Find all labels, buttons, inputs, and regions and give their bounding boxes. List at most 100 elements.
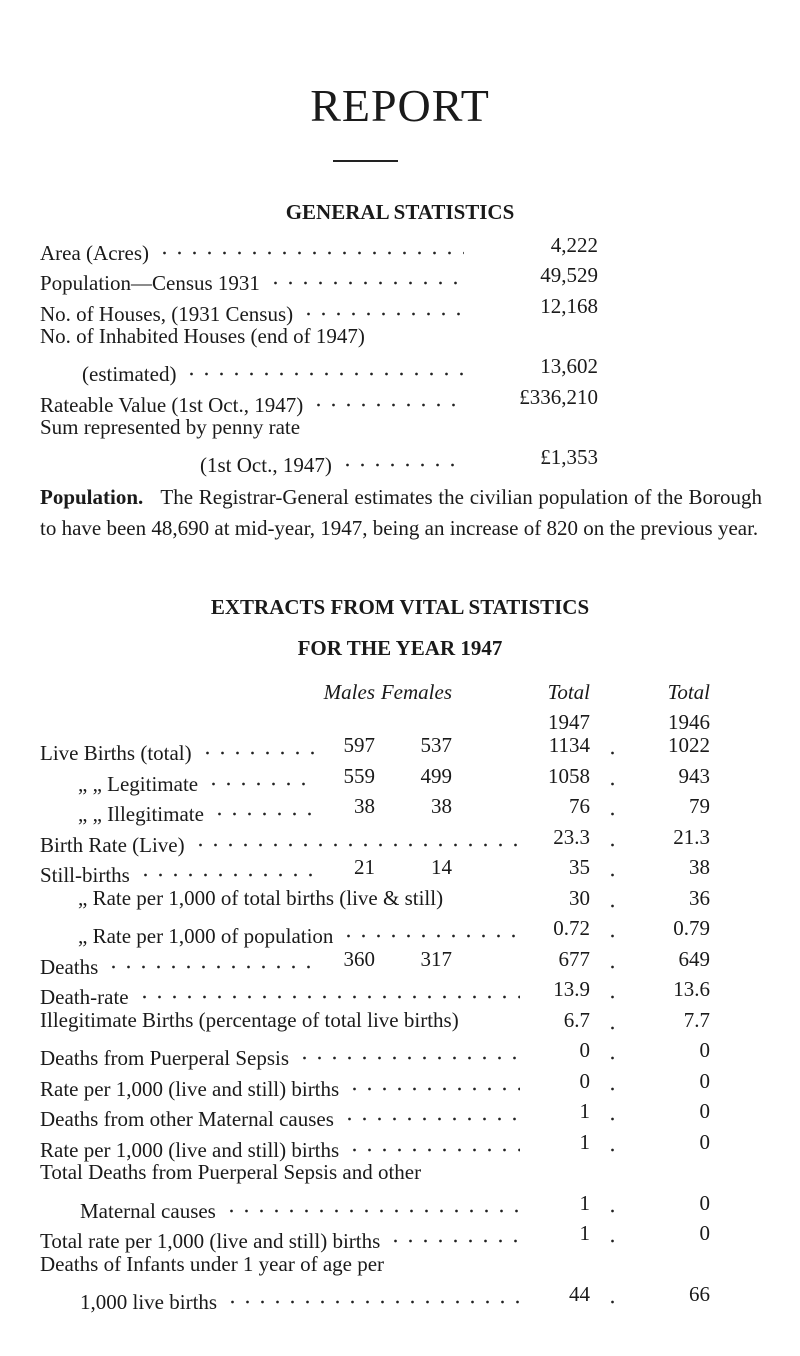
cell-total-1946: 943 — [678, 763, 711, 788]
row-label: Total Deaths from Puerperal Sepsis and o… — [40, 1160, 422, 1184]
row-label: 1,000 live births — [80, 1279, 528, 1317]
section-heading: GENERAL STATISTICS — [285, 200, 515, 224]
column-header: Total — [667, 680, 710, 704]
population-note: Population. The Registrar-General estima… — [40, 482, 762, 544]
cell-total-1947: 1058 — [548, 763, 590, 788]
cell-females: 14 — [431, 855, 452, 879]
cell-total-1946: 0 — [699, 1099, 711, 1123]
row-label: Illegitimate Births (percentage of total… — [40, 1007, 459, 1032]
label-text: „ „ Illegitimate — [78, 802, 204, 826]
leader-dots — [223, 1187, 520, 1218]
label-text: 1,000 live births — [80, 1290, 218, 1314]
leader-dots — [605, 1279, 625, 1309]
row-label: Area (Acres) — [40, 230, 472, 268]
cell-total-1946: 0 — [699, 1038, 711, 1062]
row-label: Deaths from Puerperal Sepsis — [40, 1035, 528, 1073]
row-label: No. of Houses, (1931 Census) — [40, 290, 472, 329]
label-text: Rate per 1,000 (live and still) births — [40, 1076, 340, 1101]
cell-total-1947: 0.72 — [553, 916, 590, 940]
row-label: Rate per 1,000 (live and still) births — [40, 1065, 528, 1104]
cell-total-1947: 13.9 — [553, 977, 590, 1001]
cell-females: 499 — [420, 763, 453, 788]
cell-total-1947: 1134 — [548, 733, 590, 757]
row-label: Still-births — [40, 852, 322, 890]
cell-total-1946: 66 — [689, 1282, 710, 1306]
row-value: 12,168 — [540, 293, 598, 318]
leader-dots — [301, 290, 464, 321]
cell-males: 597 — [343, 733, 376, 757]
row-label: Total rate per 1,000 (live and still) bi… — [40, 1218, 528, 1256]
section-heading: EXTRACTS FROM VITAL STATISTICS — [210, 595, 590, 619]
column-header: Total — [547, 680, 590, 704]
note-lead: Population. — [40, 485, 144, 509]
row-label: „ Rate per 1,000 of total births (live &… — [78, 885, 444, 910]
cell-total-1947: 677 — [558, 946, 591, 971]
cell-total-1946: 649 — [678, 946, 711, 971]
leader-dots — [605, 882, 625, 913]
row-label: Death-rate — [40, 974, 528, 1012]
leader-dots — [192, 821, 520, 852]
row-label: Deaths — [40, 943, 322, 982]
leader-dots — [136, 974, 520, 1004]
section-subheading: FOR THE YEAR 1947 — [297, 636, 503, 660]
leader-dots — [206, 760, 314, 791]
leader-dots — [605, 1065, 625, 1096]
leader-dots — [605, 943, 625, 974]
cell-total-1947: 44 — [569, 1282, 590, 1306]
label-text: Maternal causes — [80, 1198, 216, 1223]
leader-dots — [605, 1218, 625, 1248]
cell-total-1946: 0 — [699, 1068, 711, 1093]
label-text: (1st Oct., 1947) — [200, 453, 332, 478]
row-label: Rateable Value (1st Oct., 1947) — [40, 381, 472, 420]
label-text: Deaths — [40, 954, 99, 979]
leader-dots — [297, 1035, 520, 1065]
cell-total-1946: 1022 — [668, 733, 710, 757]
cell-total-1947: 1 — [579, 1221, 591, 1245]
label-text: Deaths from other Maternal causes — [40, 1107, 334, 1131]
cell-females: 537 — [420, 733, 453, 757]
leader-dots — [388, 1218, 520, 1248]
cell-total-1946: 0 — [699, 1190, 711, 1215]
leader-dots — [347, 1126, 520, 1157]
leader-dots — [605, 852, 625, 882]
column-header: 1947 — [548, 710, 590, 734]
cell-total-1947: 0 — [579, 1038, 591, 1062]
cell-total-1946: 7.7 — [683, 1007, 710, 1032]
leader-dots — [605, 730, 625, 760]
leader-dots — [605, 974, 625, 1004]
label-text: „ „ Legitimate — [78, 771, 199, 796]
leader-dots — [605, 913, 625, 943]
row-label: Rate per 1,000 (live and still) births — [40, 1126, 528, 1165]
cell-total-1947: 23.3 — [553, 824, 590, 849]
label-text: Population—Census 1931 — [40, 271, 260, 296]
label-text: Death-rate — [40, 985, 129, 1009]
cell-total-1947: 1 — [579, 1129, 591, 1154]
row-label: Deaths of Infants under 1 year of age pe… — [40, 1251, 385, 1276]
report-title: REPORT — [310, 80, 490, 131]
leader-dots — [605, 821, 625, 852]
row-label: (estimated) — [82, 351, 472, 389]
leader-dots — [311, 381, 464, 412]
leader-dots — [341, 1096, 520, 1126]
note-text: The Registrar-General estimates the civi… — [40, 485, 763, 540]
row-label: No. of Inhabited Houses (end of 1947) — [40, 323, 365, 348]
leader-dots — [184, 351, 464, 382]
row-label: Population—Census 1931 — [40, 260, 472, 298]
row-value: £1,353 — [540, 445, 598, 470]
label-text: Still-births — [40, 863, 130, 887]
cell-total-1946: 36 — [689, 885, 710, 910]
row-value: 4,222 — [550, 233, 598, 257]
label-text: (estimated) — [82, 362, 177, 387]
cell-females: 317 — [420, 946, 453, 971]
leader-dots — [605, 1004, 625, 1035]
leader-dots — [605, 1035, 625, 1065]
row-label: (1st Oct., 1947) — [200, 442, 472, 480]
row-label: Maternal causes — [80, 1187, 528, 1226]
cell-total-1946: 38 — [689, 855, 710, 879]
cell-males: 38 — [354, 794, 375, 818]
cell-total-1946: 0.79 — [673, 916, 710, 940]
leader-dots — [225, 1279, 520, 1309]
leader-dots — [341, 913, 520, 943]
cell-males: 559 — [343, 763, 376, 788]
